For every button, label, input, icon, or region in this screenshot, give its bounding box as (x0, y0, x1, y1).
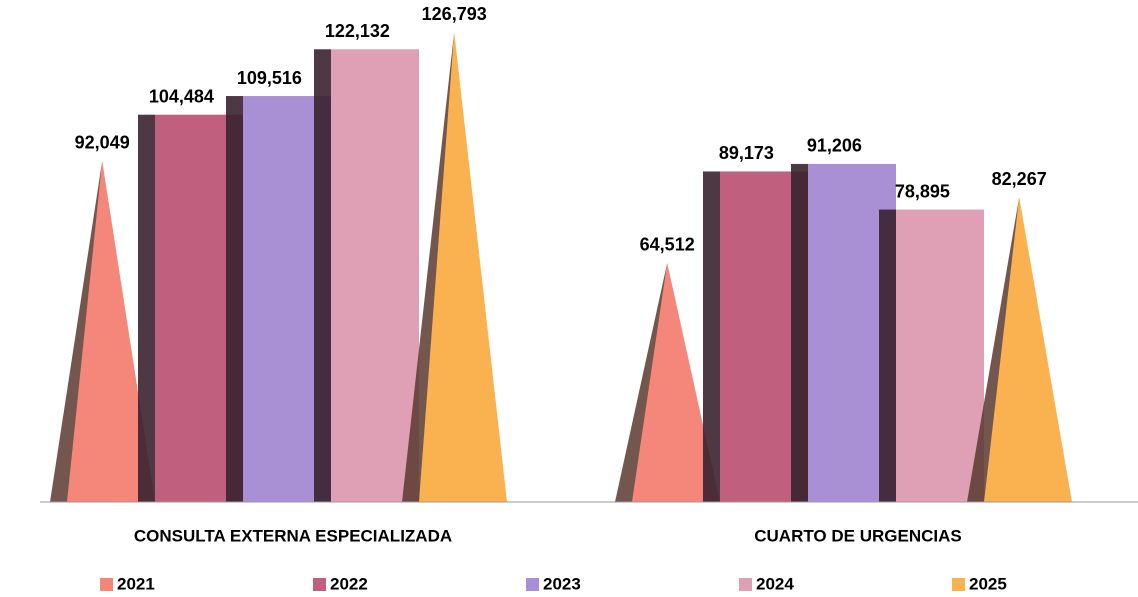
legend-swatch (952, 578, 965, 591)
legend-swatch (100, 578, 113, 591)
value-label: 109,516 (237, 68, 302, 88)
bar (896, 209, 984, 502)
triangle (419, 32, 507, 502)
value-label: 89,173 (719, 143, 774, 163)
value-label: 78,895 (895, 181, 950, 201)
value-label: 91,206 (807, 136, 862, 156)
value-label: 82,267 (992, 169, 1047, 189)
bar-shadow (879, 209, 896, 502)
category-label: CONSULTA EXTERNA ESPECIALIZADA (134, 526, 452, 545)
value-label: 122,132 (325, 21, 390, 41)
triangle-shadow (967, 197, 1020, 502)
legend-swatch (313, 578, 326, 591)
legend-swatch (526, 578, 539, 591)
legend-label: 2025 (969, 574, 1007, 593)
legend-label: 2024 (756, 574, 794, 593)
legend-label: 2021 (117, 574, 155, 593)
legend-label: 2023 (543, 574, 581, 593)
category-label: CUARTO DE URGENCIAS (754, 526, 961, 545)
triangle (67, 160, 155, 502)
value-label: 64,512 (640, 235, 695, 255)
triangle (984, 197, 1072, 502)
bar-shadow (226, 96, 243, 502)
triangle (632, 262, 720, 502)
triangle-shadow (50, 160, 103, 502)
legend-swatch (739, 578, 752, 591)
bar-shadow (703, 171, 720, 502)
value-label: 126,793 (422, 4, 487, 24)
bar-shadow (138, 114, 155, 503)
triangle-shadow (402, 32, 455, 502)
legend-label: 2022 (330, 574, 368, 593)
bar-shadow (791, 163, 808, 503)
bar (331, 49, 419, 503)
value-label: 104,484 (149, 86, 214, 106)
bar-shadow (314, 49, 331, 503)
value-label: 92,049 (75, 133, 130, 153)
triangle-shadow (615, 262, 668, 502)
